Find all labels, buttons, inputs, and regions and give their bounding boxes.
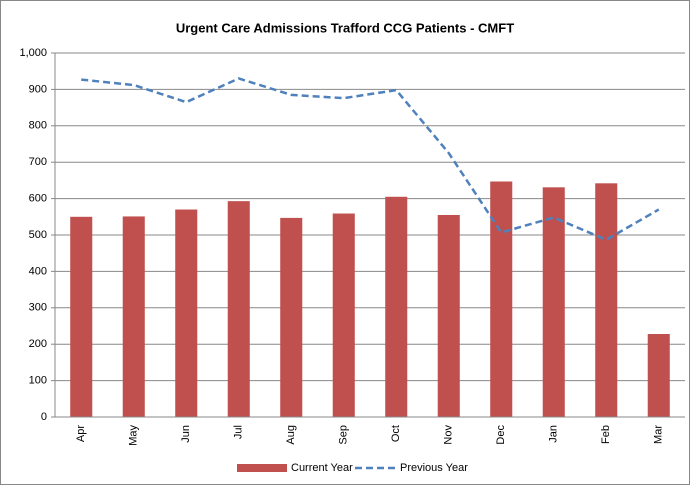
bar <box>122 216 145 417</box>
bar <box>332 213 355 417</box>
y-tick-label: 500 <box>29 229 47 241</box>
x-tick-label: Aug <box>285 425 297 445</box>
x-tick-label: Mar <box>653 425 665 444</box>
y-tick-label: 600 <box>29 193 47 205</box>
x-tick-label: Feb <box>600 425 612 444</box>
bar <box>595 183 618 417</box>
x-tick-label: Dec <box>495 425 507 445</box>
bar <box>647 334 670 417</box>
bar <box>70 216 93 417</box>
y-tick-label: 800 <box>29 120 47 132</box>
legend-swatch <box>237 464 287 472</box>
y-tick-label: 1,000 <box>19 47 47 59</box>
y-tick-label: 900 <box>29 83 47 95</box>
x-tick-label: May <box>128 425 140 446</box>
line <box>81 77 660 242</box>
x-tick-label: Apr <box>75 425 87 442</box>
x-tick-label: Jul <box>233 425 245 439</box>
legend-label: Previous Year <box>400 462 468 474</box>
x-tick-label: Nov <box>443 425 455 445</box>
chart-title: Urgent Care Admissions Trafford CCG Pati… <box>176 20 514 35</box>
y-tick-label: 700 <box>29 156 47 168</box>
x-tick-label: Jun <box>180 425 192 443</box>
y-tick-label: 400 <box>29 265 47 277</box>
y-tick-label: 0 <box>41 411 47 423</box>
bar <box>175 209 198 417</box>
x-tick-label: Oct <box>390 425 402 442</box>
legend-label: Current Year <box>291 462 353 474</box>
y-tick-label: 300 <box>29 302 47 314</box>
bar <box>542 187 565 417</box>
bar <box>280 217 303 417</box>
x-tick-label: Jan <box>548 425 560 443</box>
bar <box>490 181 513 417</box>
y-tick-label: 100 <box>29 375 47 387</box>
y-tick-label: 200 <box>29 338 47 350</box>
bar <box>437 214 460 417</box>
bar <box>385 196 408 417</box>
x-tick-label: Sep <box>338 425 350 445</box>
bar <box>227 201 250 417</box>
